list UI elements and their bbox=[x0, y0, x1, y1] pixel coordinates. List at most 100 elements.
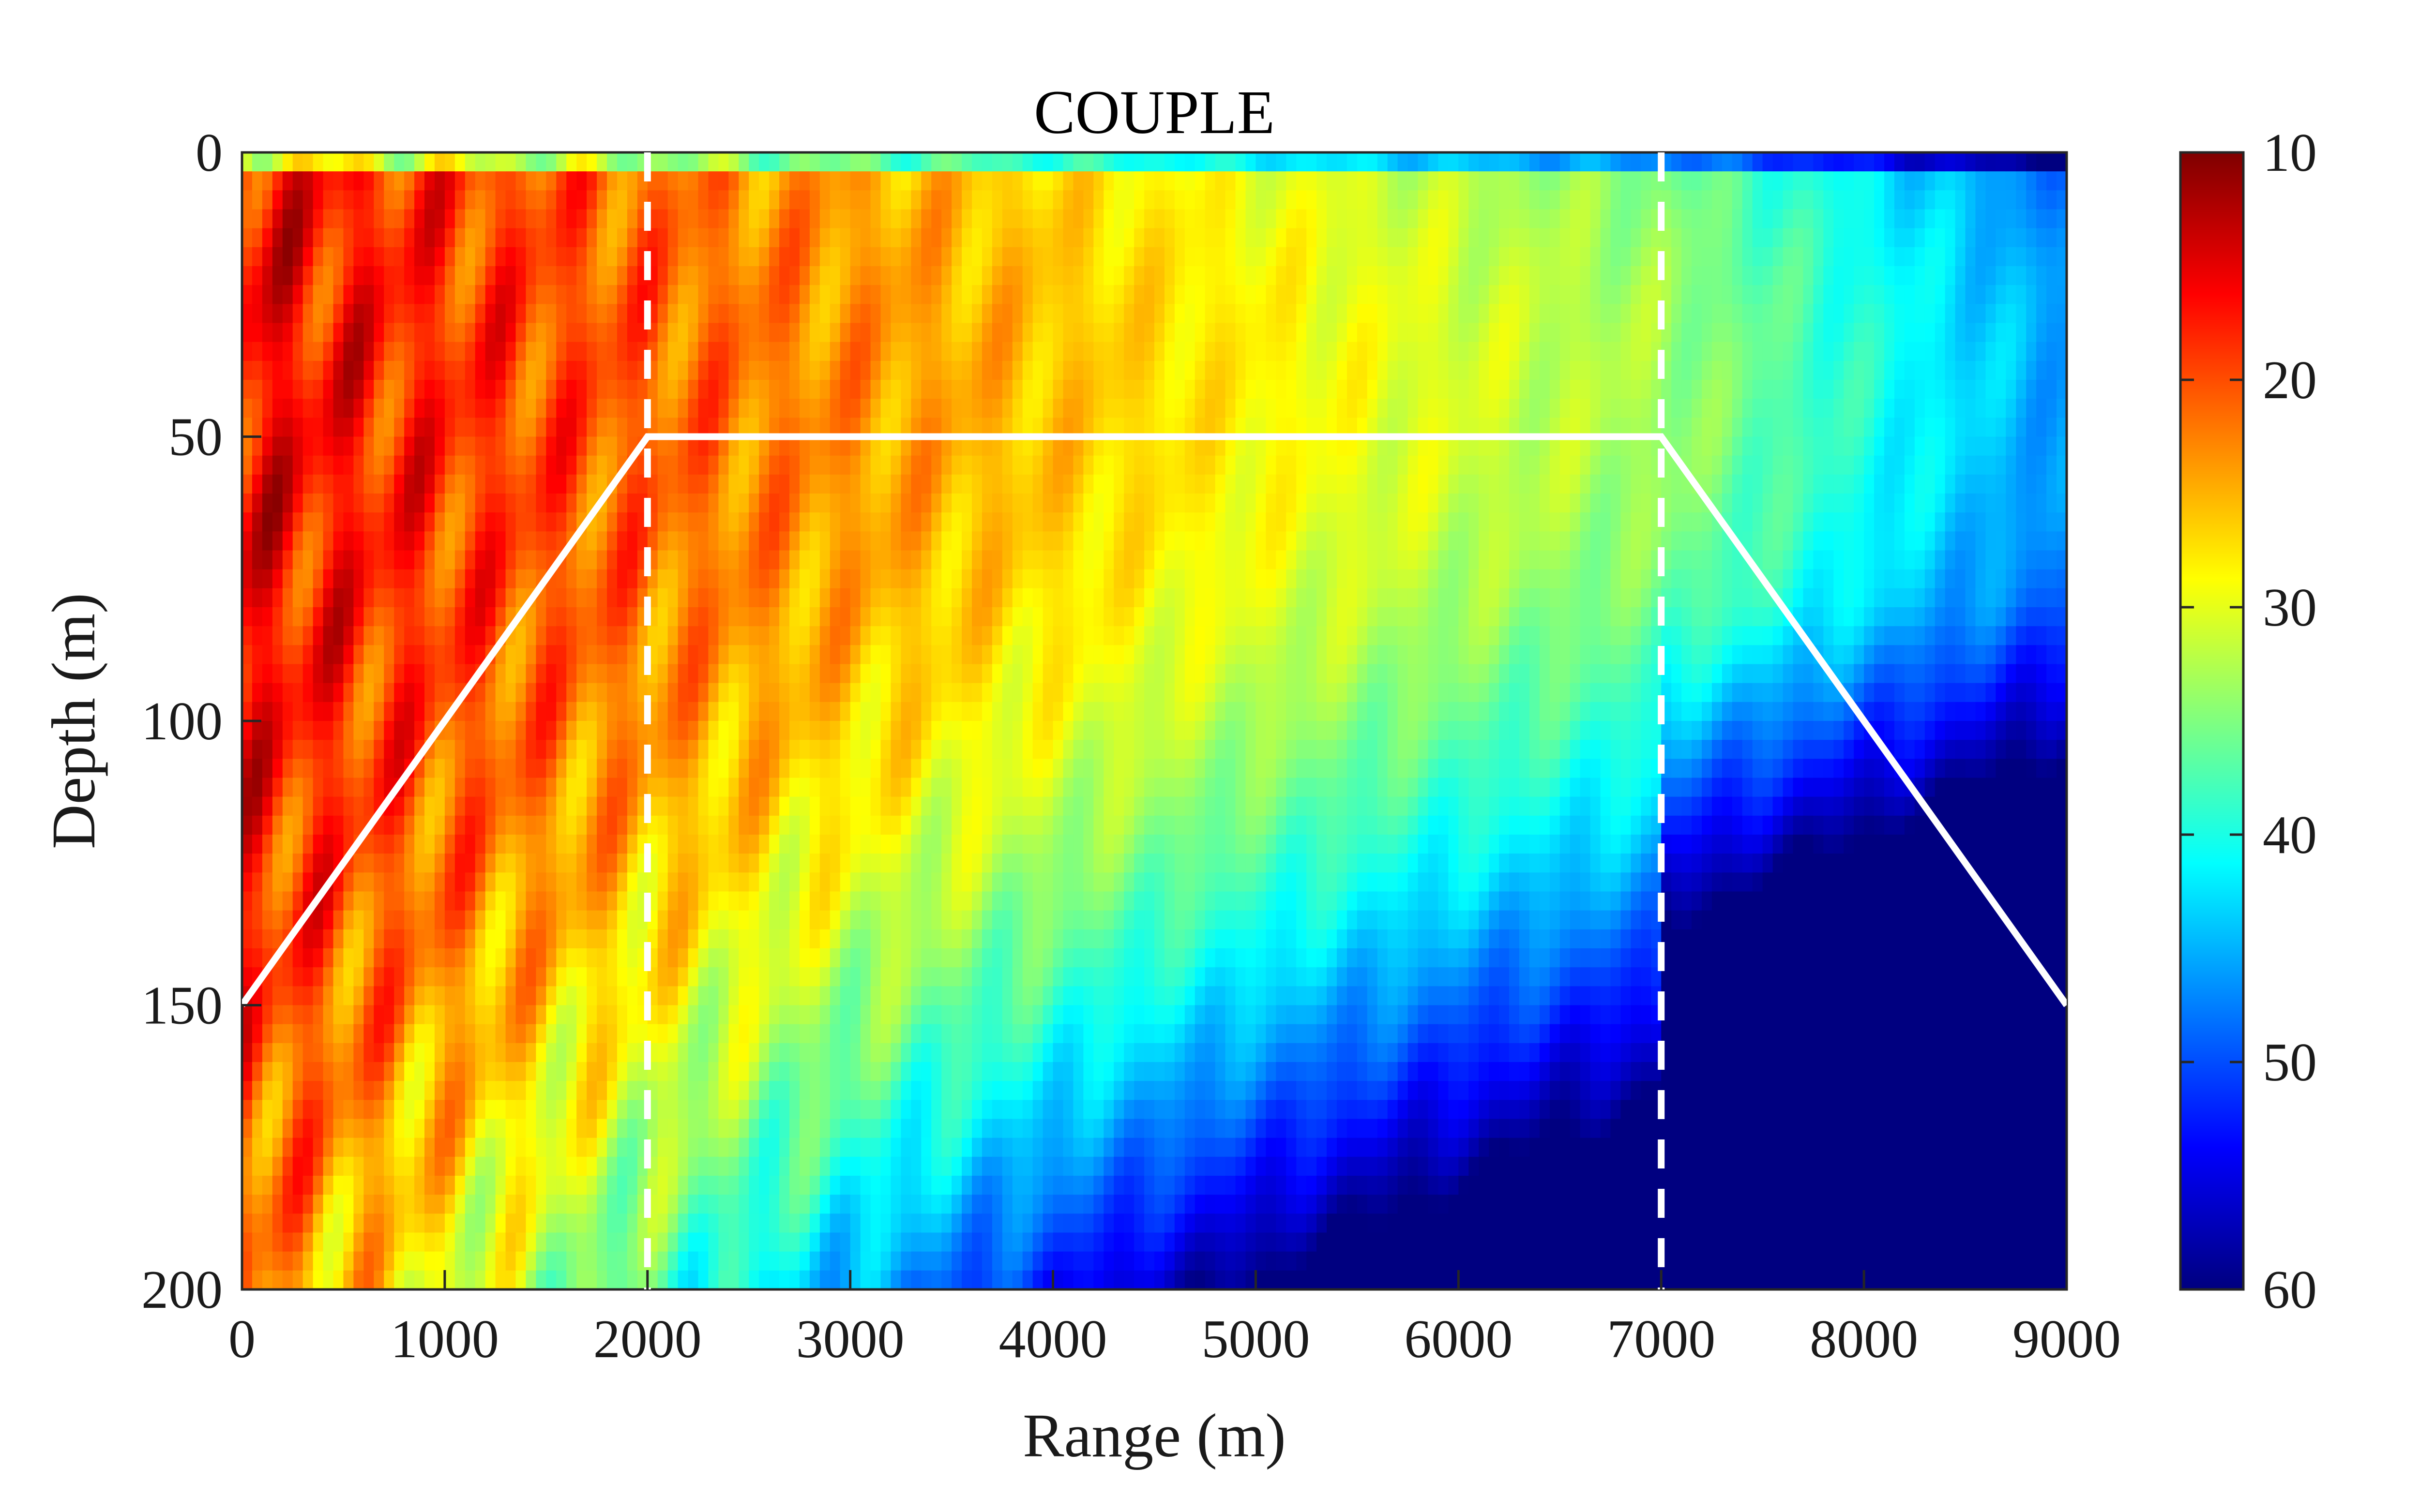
heatmap-cell bbox=[850, 304, 861, 324]
heatmap-cell bbox=[587, 342, 597, 361]
heatmap-cell bbox=[353, 683, 364, 703]
heatmap-cell bbox=[972, 853, 983, 873]
heatmap-cell bbox=[444, 1270, 455, 1289]
heatmap-cell bbox=[475, 815, 486, 835]
heatmap-cell bbox=[627, 740, 638, 759]
heatmap-cell bbox=[860, 1062, 871, 1081]
heatmap-cell bbox=[1043, 1232, 1054, 1252]
heatmap-cell bbox=[1053, 815, 1064, 835]
heatmap-cell bbox=[333, 1043, 344, 1063]
heatmap-cell bbox=[982, 1195, 993, 1214]
heatmap-cell bbox=[576, 1043, 587, 1063]
heatmap-cell bbox=[363, 986, 374, 1006]
heatmap-cell bbox=[272, 531, 283, 551]
heatmap-cell bbox=[323, 569, 334, 589]
heatmap-cell bbox=[454, 815, 466, 835]
heatmap-cell bbox=[982, 759, 993, 778]
heatmap-cell bbox=[718, 171, 729, 191]
heatmap-cell bbox=[941, 455, 952, 475]
heatmap-cell bbox=[546, 1270, 557, 1289]
heatmap-cell bbox=[698, 853, 709, 873]
heatmap-cell bbox=[1073, 1232, 1084, 1252]
heatmap-cell bbox=[495, 910, 506, 930]
heatmap-cell bbox=[962, 512, 972, 532]
heatmap-cell bbox=[972, 1195, 983, 1214]
heatmap-cell bbox=[566, 285, 577, 304]
heatmap-cell bbox=[485, 721, 496, 740]
heatmap-cell bbox=[779, 967, 790, 987]
heatmap-cell bbox=[921, 304, 932, 324]
heatmap-cell bbox=[302, 531, 314, 551]
heatmap-cell bbox=[302, 1100, 314, 1120]
heatmap-cell bbox=[667, 1043, 679, 1063]
heatmap-cell bbox=[870, 626, 881, 645]
heatmap-cell bbox=[262, 1138, 273, 1157]
heatmap-cell bbox=[1043, 1043, 1054, 1063]
heatmap-cell bbox=[1063, 1232, 1074, 1252]
heatmap-cell bbox=[302, 266, 314, 285]
heatmap-cell bbox=[789, 380, 800, 399]
heatmap-cell bbox=[1012, 1251, 1023, 1271]
heatmap-cell bbox=[911, 531, 922, 551]
heatmap-cell bbox=[363, 835, 374, 854]
heatmap-cell bbox=[678, 569, 689, 589]
heatmap-cell bbox=[819, 474, 831, 494]
heatmap-cell bbox=[454, 190, 466, 210]
heatmap-cell bbox=[1063, 1100, 1074, 1120]
heatmap-cell bbox=[1022, 740, 1033, 759]
heatmap-cell bbox=[434, 986, 445, 1006]
heatmap-cell bbox=[374, 1062, 384, 1081]
heatmap-cell bbox=[546, 721, 557, 740]
heatmap-cell bbox=[475, 152, 486, 172]
heatmap-cell bbox=[597, 285, 607, 304]
heatmap-cell bbox=[728, 1005, 739, 1025]
heatmap-cell bbox=[282, 967, 293, 987]
heatmap-cell bbox=[505, 209, 516, 229]
heatmap-cell bbox=[627, 569, 638, 589]
heatmap-cell bbox=[444, 550, 455, 570]
heatmap-cell bbox=[870, 702, 881, 721]
heatmap-cell bbox=[1053, 1119, 1064, 1138]
heatmap-cell bbox=[830, 664, 841, 684]
heatmap-cell bbox=[323, 190, 334, 210]
heatmap-cell bbox=[424, 455, 435, 475]
heatmap-cell bbox=[718, 512, 729, 532]
heatmap-cell bbox=[1053, 418, 1064, 437]
heatmap-cell bbox=[363, 512, 374, 532]
heatmap-cell bbox=[546, 948, 557, 968]
heatmap-cell bbox=[819, 740, 831, 759]
heatmap-cell bbox=[536, 474, 546, 494]
heatmap-cell bbox=[708, 702, 719, 721]
heatmap-cell bbox=[363, 607, 374, 627]
heatmap-cell bbox=[962, 1119, 972, 1138]
heatmap-cell bbox=[384, 759, 394, 778]
heatmap-cell bbox=[587, 645, 597, 665]
heatmap-cell bbox=[891, 948, 901, 968]
heatmap-cell bbox=[992, 418, 1003, 437]
heatmap-cell bbox=[941, 1081, 952, 1100]
heatmap-cell bbox=[515, 986, 527, 1006]
heatmap-cell bbox=[252, 550, 263, 570]
heatmap-cell bbox=[454, 607, 466, 627]
heatmap-cell bbox=[536, 948, 546, 968]
heatmap-cell bbox=[779, 304, 790, 324]
heatmap-cell bbox=[941, 626, 952, 645]
heatmap-cell bbox=[414, 209, 425, 229]
heatmap-cell bbox=[921, 436, 932, 456]
heatmap-cell bbox=[962, 740, 972, 759]
heatmap-cell bbox=[485, 1195, 496, 1214]
heatmap-cell bbox=[739, 285, 749, 304]
heatmap-cell bbox=[343, 891, 354, 911]
heatmap-cell bbox=[728, 1195, 739, 1214]
heatmap-cell bbox=[1063, 1213, 1074, 1233]
heatmap-cell bbox=[597, 1156, 607, 1176]
heatmap-cell bbox=[505, 1195, 516, 1214]
heatmap-cell bbox=[789, 1043, 800, 1063]
heatmap-cell bbox=[566, 1156, 577, 1176]
heatmap-cell bbox=[587, 1176, 597, 1195]
heatmap-cell bbox=[1012, 399, 1023, 418]
heatmap-cell bbox=[850, 778, 861, 797]
heatmap-cell bbox=[749, 455, 759, 475]
heatmap-cell bbox=[1002, 1024, 1013, 1044]
heatmap-cell bbox=[718, 342, 729, 361]
